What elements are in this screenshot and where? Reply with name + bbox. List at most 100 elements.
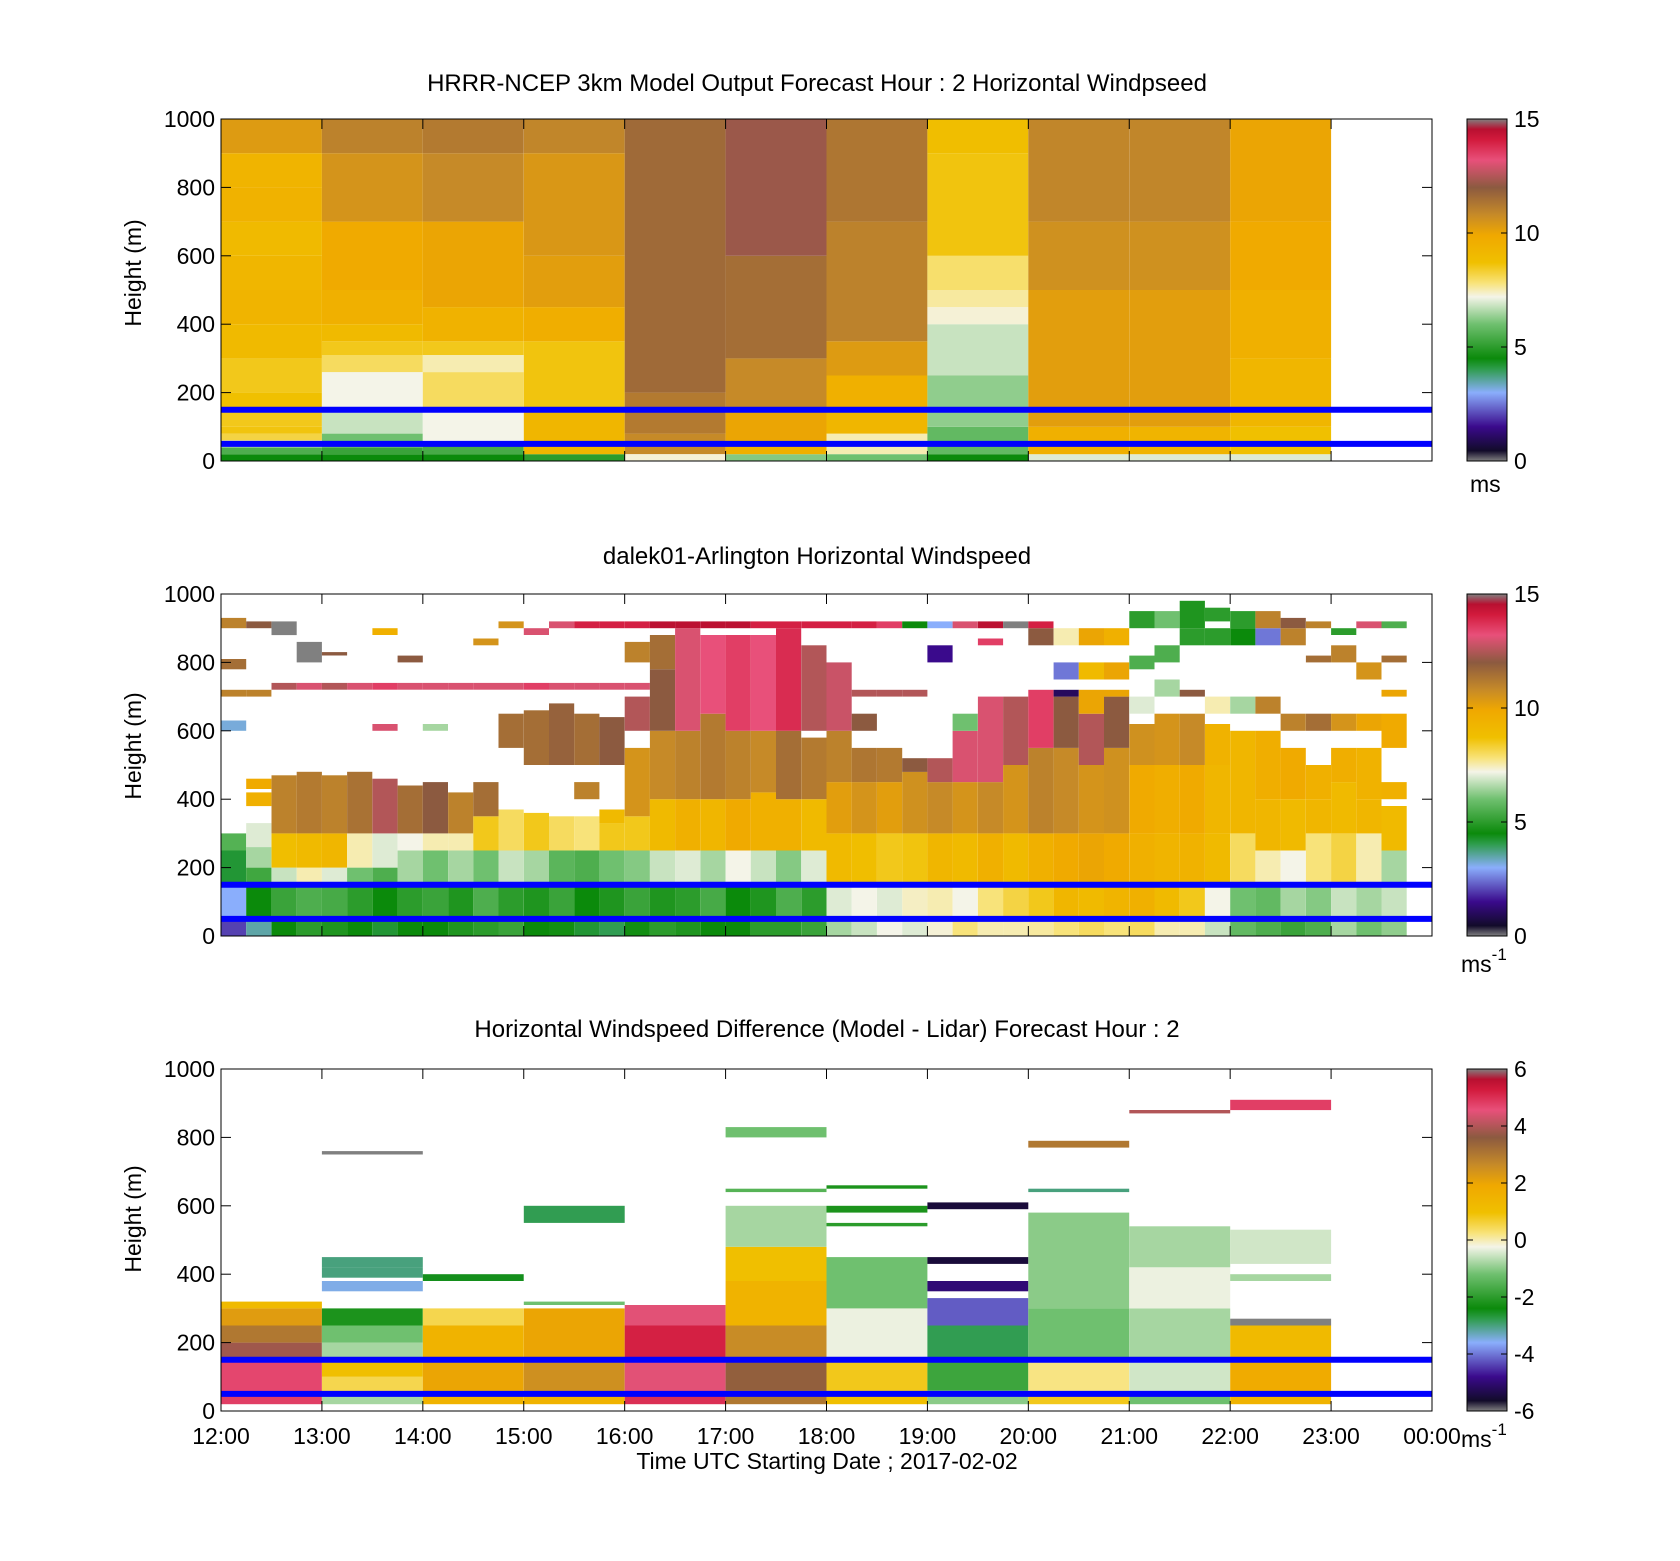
heatmap-cell: [221, 433, 322, 441]
plot-area: 0 200 400 600 800 1000: [164, 106, 1433, 474]
heatmap-cell: [1305, 884, 1332, 919]
heatmap-cell: [1255, 799, 1281, 851]
heatmap-cell: [1305, 655, 1332, 663]
colorbar-tick-label: 15: [1514, 106, 1540, 132]
heatmap-cell: [422, 1274, 524, 1281]
heatmap-cell: [1204, 607, 1231, 622]
heatmap-cell: [649, 621, 676, 629]
heatmap-cell: [296, 884, 322, 919]
heatmap-cell: [599, 823, 625, 851]
heatmap-cell: [221, 221, 322, 256]
colorbar: 0 5 10 15 ms: [1466, 106, 1540, 497]
heatmap-cell: [675, 799, 701, 851]
heatmap-cell: [725, 850, 751, 885]
heatmap-cell: [448, 850, 474, 885]
heatmap-cell: [422, 454, 524, 461]
heatmap-cell: [1230, 1325, 1332, 1360]
heatmap-cell: [1280, 617, 1306, 629]
heatmap-cell: [498, 918, 524, 936]
heatmap-cell: [372, 867, 398, 885]
heatmap-cell: [1280, 747, 1306, 800]
heatmap-cell: [877, 621, 903, 629]
heatmap-cell: [1129, 765, 1155, 834]
heatmap-cell: [725, 621, 751, 629]
heatmap-cell: [1305, 799, 1332, 834]
heatmap-cell: [826, 375, 928, 410]
heatmap-cell: [221, 659, 247, 670]
heatmap-cell: [523, 918, 549, 936]
heatmap-cell: [1331, 713, 1357, 731]
plot-area: 0 200 400 600 800 1000: [164, 581, 1433, 949]
x-tick-label: 12:00: [192, 1423, 250, 1449]
heatmap-cell: [1078, 765, 1104, 834]
heatmap-cell: [1104, 833, 1130, 885]
heatmap-cell: [700, 850, 726, 885]
heatmap-cell: [1129, 426, 1231, 455]
heatmap-cell: [1230, 1393, 1332, 1405]
heatmap-cell: [1305, 765, 1332, 800]
heatmap-cell: [649, 799, 676, 851]
x-tick-label: 15:00: [495, 1423, 553, 1449]
heatmap-cell: [826, 1222, 928, 1227]
heatmap-cell: [750, 730, 776, 793]
heatmap-cell: [246, 621, 272, 629]
heatmap-cell: [271, 682, 297, 690]
heatmap-cell: [599, 918, 625, 936]
x-axis-label: Time UTC Starting Date ; 2017-02-02: [636, 1448, 1017, 1474]
heatmap-cell: [826, 221, 928, 342]
heatmap-cell: [776, 621, 802, 629]
heatmap-cell: [1028, 833, 1054, 885]
heatmap-cell: [321, 372, 423, 410]
heatmap-cell: [321, 884, 348, 919]
heatmap-cell: [221, 617, 247, 629]
heatmap-cell: [952, 782, 978, 834]
heatmap-cell: [549, 703, 575, 765]
heatmap-cell: [271, 833, 297, 868]
heatmap-cell: [624, 918, 650, 936]
heatmap-cell: [448, 682, 474, 690]
heatmap-cell: [675, 918, 701, 936]
heatmap-cell: [1230, 358, 1332, 427]
colorbar-tick-label: 0: [1514, 923, 1527, 949]
heatmap-cell: [574, 782, 600, 800]
heatmap-cell: [1053, 696, 1079, 748]
heatmap-cell: [321, 1281, 423, 1292]
heatmap-cell: [422, 355, 524, 373]
colorbar-tick-label: -4: [1514, 1341, 1535, 1367]
heatmap-cell: [952, 713, 978, 731]
heatmap-cell: [1331, 918, 1357, 936]
x-tick-label: 17:00: [697, 1423, 755, 1449]
heatmap-cell: [422, 153, 524, 222]
colorbar-tick-label: 0: [1514, 1227, 1527, 1253]
heatmap-cell: [927, 918, 953, 936]
heatmap-cell: [221, 119, 322, 154]
heatmap-cell: [1280, 850, 1306, 885]
heatmap-cell: [952, 621, 978, 629]
heatmap-cell: [649, 730, 676, 800]
heatmap-cell: [927, 1325, 1029, 1360]
heatmap-cell: [1230, 833, 1256, 885]
heatmap-cell: [1305, 621, 1332, 629]
panel-title: HRRR-NCEP 3km Model Output Forecast Hour…: [427, 70, 1207, 97]
heatmap-cell: [574, 713, 600, 765]
heatmap-cell: [599, 717, 625, 765]
heatmap-cell: [1204, 696, 1231, 714]
heatmap-cell: [321, 682, 348, 690]
heatmap-cell: [776, 884, 802, 919]
heatmap-cell: [473, 782, 499, 817]
heatmap-cell: [624, 816, 650, 851]
heatmap-cell: [1104, 662, 1130, 680]
heatmap-cell: [927, 1257, 1029, 1264]
heatmap-cell: [624, 454, 726, 461]
heatmap-cell: [1028, 1188, 1130, 1193]
heatmap-cell: [1129, 221, 1231, 290]
heatmap-cell: [952, 730, 978, 783]
heatmap-cell: [321, 290, 423, 325]
heatmap-cell: [1230, 290, 1332, 359]
heatmap-cell: [347, 771, 373, 834]
x-tick-label: 22:00: [1201, 1423, 1259, 1449]
heatmap-cell: [599, 884, 625, 919]
heatmap-cell: [1381, 689, 1407, 697]
heatmap-cell: [927, 645, 953, 663]
heatmap-cell: [221, 426, 322, 434]
